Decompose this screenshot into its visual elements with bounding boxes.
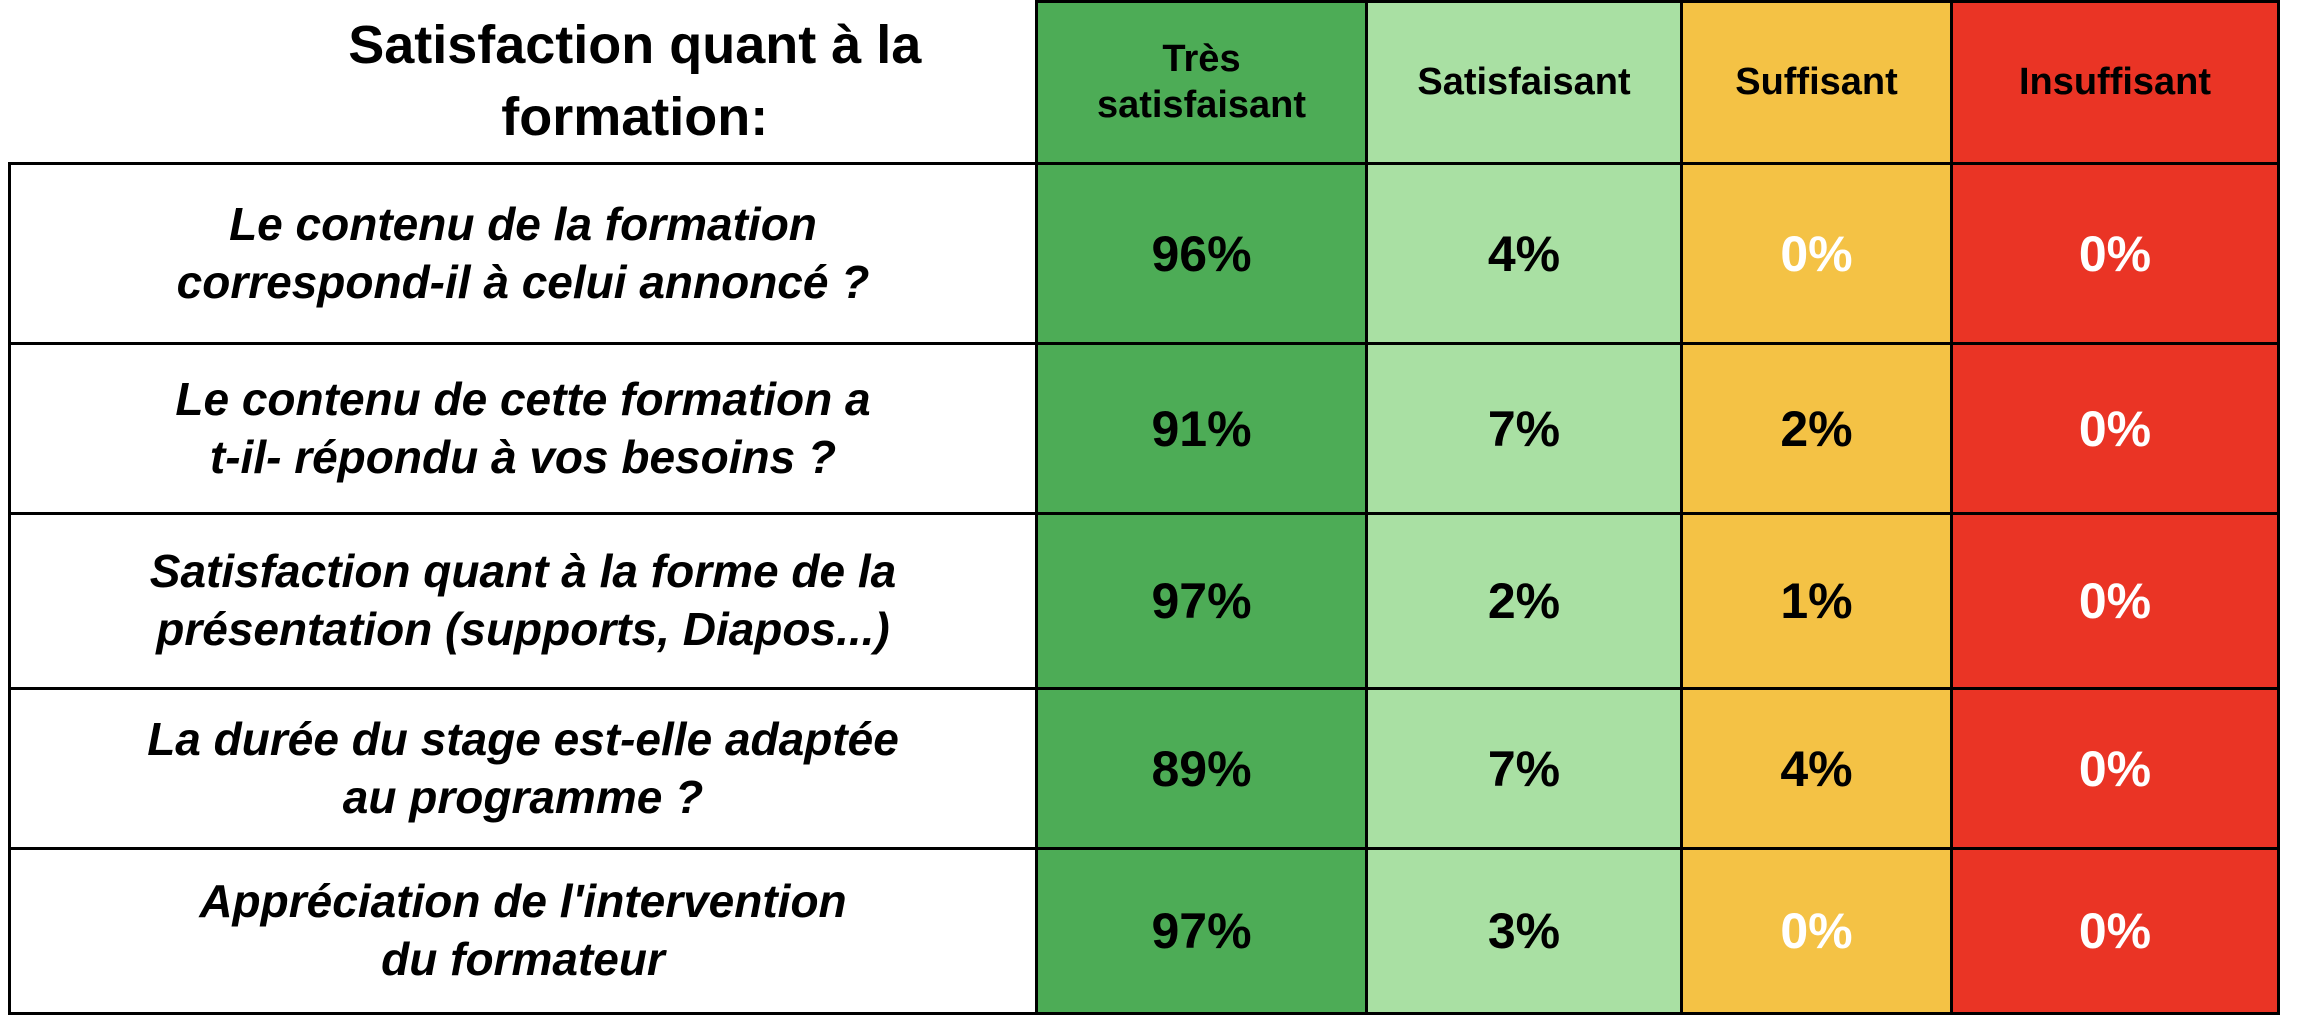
value-cell: 7% <box>1365 342 1683 515</box>
value-cell: 0% <box>1950 847 2280 1015</box>
column-header-insuffisant: Insuffisant <box>1950 0 2280 165</box>
value-cell: 97% <box>1035 512 1368 690</box>
value-cell: 91% <box>1035 342 1368 515</box>
value-cell: 4% <box>1365 162 1683 345</box>
question-cell: Le contenu de la formation correspond-il… <box>8 162 1038 345</box>
table-title: Satisfaction quant à la formation: <box>348 15 922 147</box>
value-cell: 0% <box>1950 342 2280 515</box>
header-row: Satisfaction quant à la formation: Très … <box>10 0 2280 165</box>
column-header-satisfaisant: Satisfaisant <box>1365 0 1683 165</box>
table-row: Satisfaction quant à la forme de la prés… <box>8 512 2280 690</box>
value-cell: 4% <box>1680 687 1953 850</box>
table-row: Le contenu de cette formation a t-il- ré… <box>8 342 2280 515</box>
value-cell: 97% <box>1035 847 1368 1015</box>
value-cell: 3% <box>1365 847 1683 1015</box>
table-row: Le contenu de la formation correspond-il… <box>8 162 2280 345</box>
value-cell: 2% <box>1680 342 1953 515</box>
satisfaction-table: Satisfaction quant à la formation: Très … <box>8 0 2280 1015</box>
value-cell: 0% <box>1950 512 2280 690</box>
question-cell: Le contenu de cette formation a t-il- ré… <box>8 342 1038 515</box>
value-cell: 2% <box>1365 512 1683 690</box>
value-cell: 0% <box>1680 847 1953 1015</box>
value-cell: 89% <box>1035 687 1368 850</box>
value-cell: 0% <box>1680 162 1953 345</box>
value-cell: 7% <box>1365 687 1683 850</box>
table-row: La durée du stage est-elle adaptée au pr… <box>8 687 2280 850</box>
question-cell: Satisfaction quant à la forme de la prés… <box>8 512 1038 690</box>
value-cell: 0% <box>1950 687 2280 850</box>
value-cell: 96% <box>1035 162 1368 345</box>
question-cell: La durée du stage est-elle adaptée au pr… <box>8 687 1038 850</box>
column-header-tres-satisfaisant: Très satisfaisant <box>1035 0 1368 165</box>
question-cell: Appréciation de l'intervention du format… <box>8 847 1038 1015</box>
value-cell: 0% <box>1950 162 2280 345</box>
column-header-suffisant: Suffisant <box>1680 0 1953 165</box>
value-cell: 1% <box>1680 512 1953 690</box>
table-row: Appréciation de l'intervention du format… <box>8 847 2280 1015</box>
